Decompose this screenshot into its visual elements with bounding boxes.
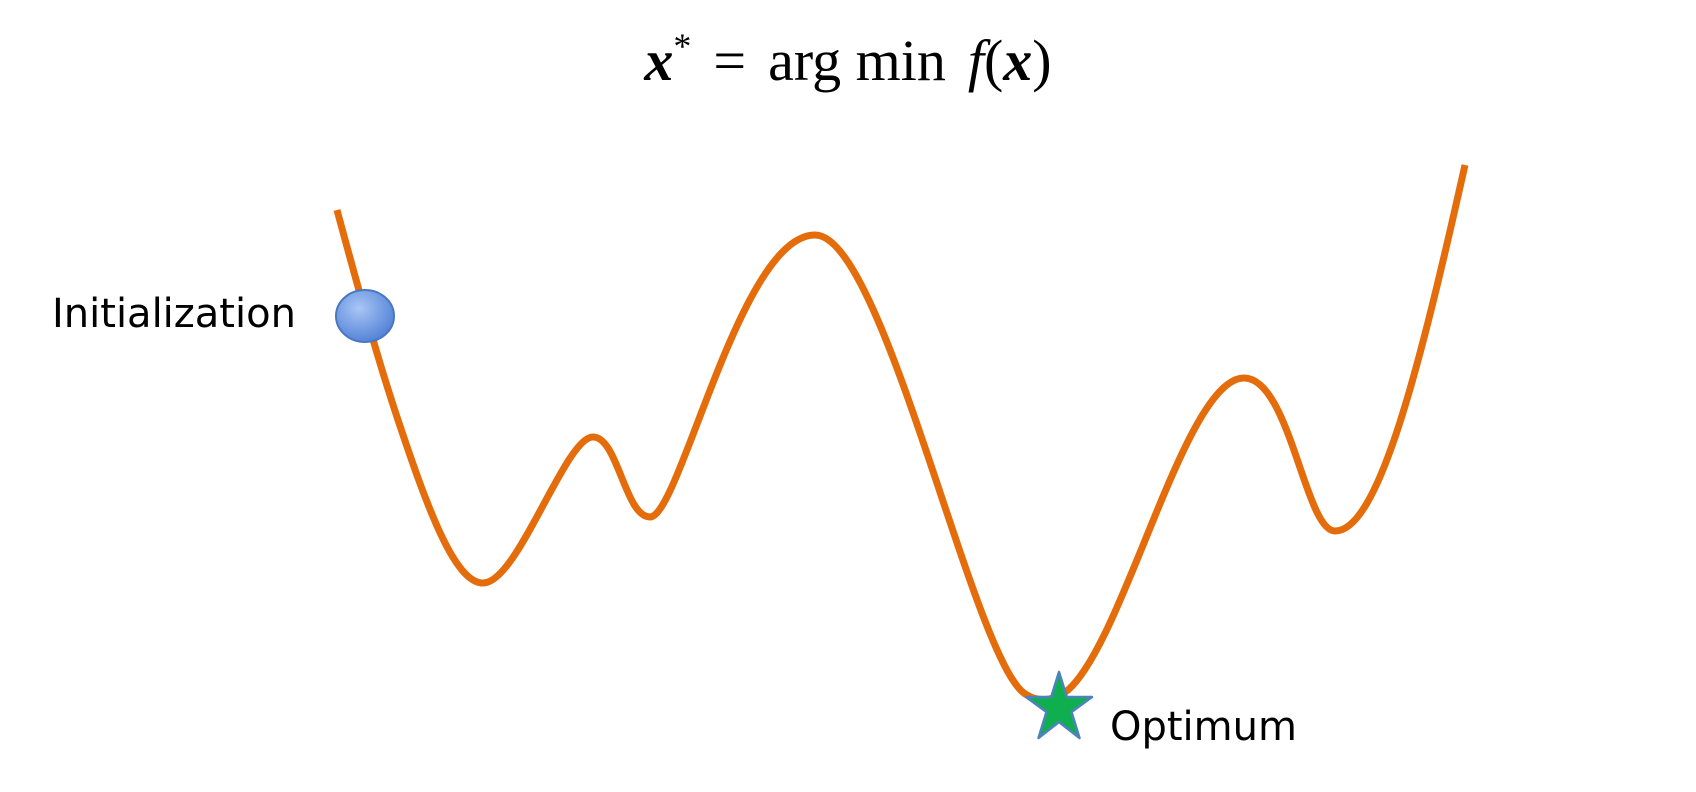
equation-close-paren: ) [1032, 28, 1052, 93]
initialization-label: Initialization [52, 291, 296, 337]
equation-lhs-var: x [644, 28, 674, 93]
optimum-star-icon [1024, 670, 1094, 740]
objective-curve [333, 164, 1469, 704]
equation-open-paren: ( [983, 28, 1004, 93]
equation-function: f [967, 28, 984, 93]
equation-arg-var: x [1003, 28, 1033, 93]
equation-star-superscript: * [673, 26, 692, 66]
equation-equals: = [713, 28, 747, 93]
optimum-label: Optimum [1110, 704, 1297, 750]
objective-equation: x* = arg min f(x) [0, 28, 1696, 90]
initialization-point-icon [335, 289, 395, 343]
equation-operator: arg min [768, 28, 946, 93]
